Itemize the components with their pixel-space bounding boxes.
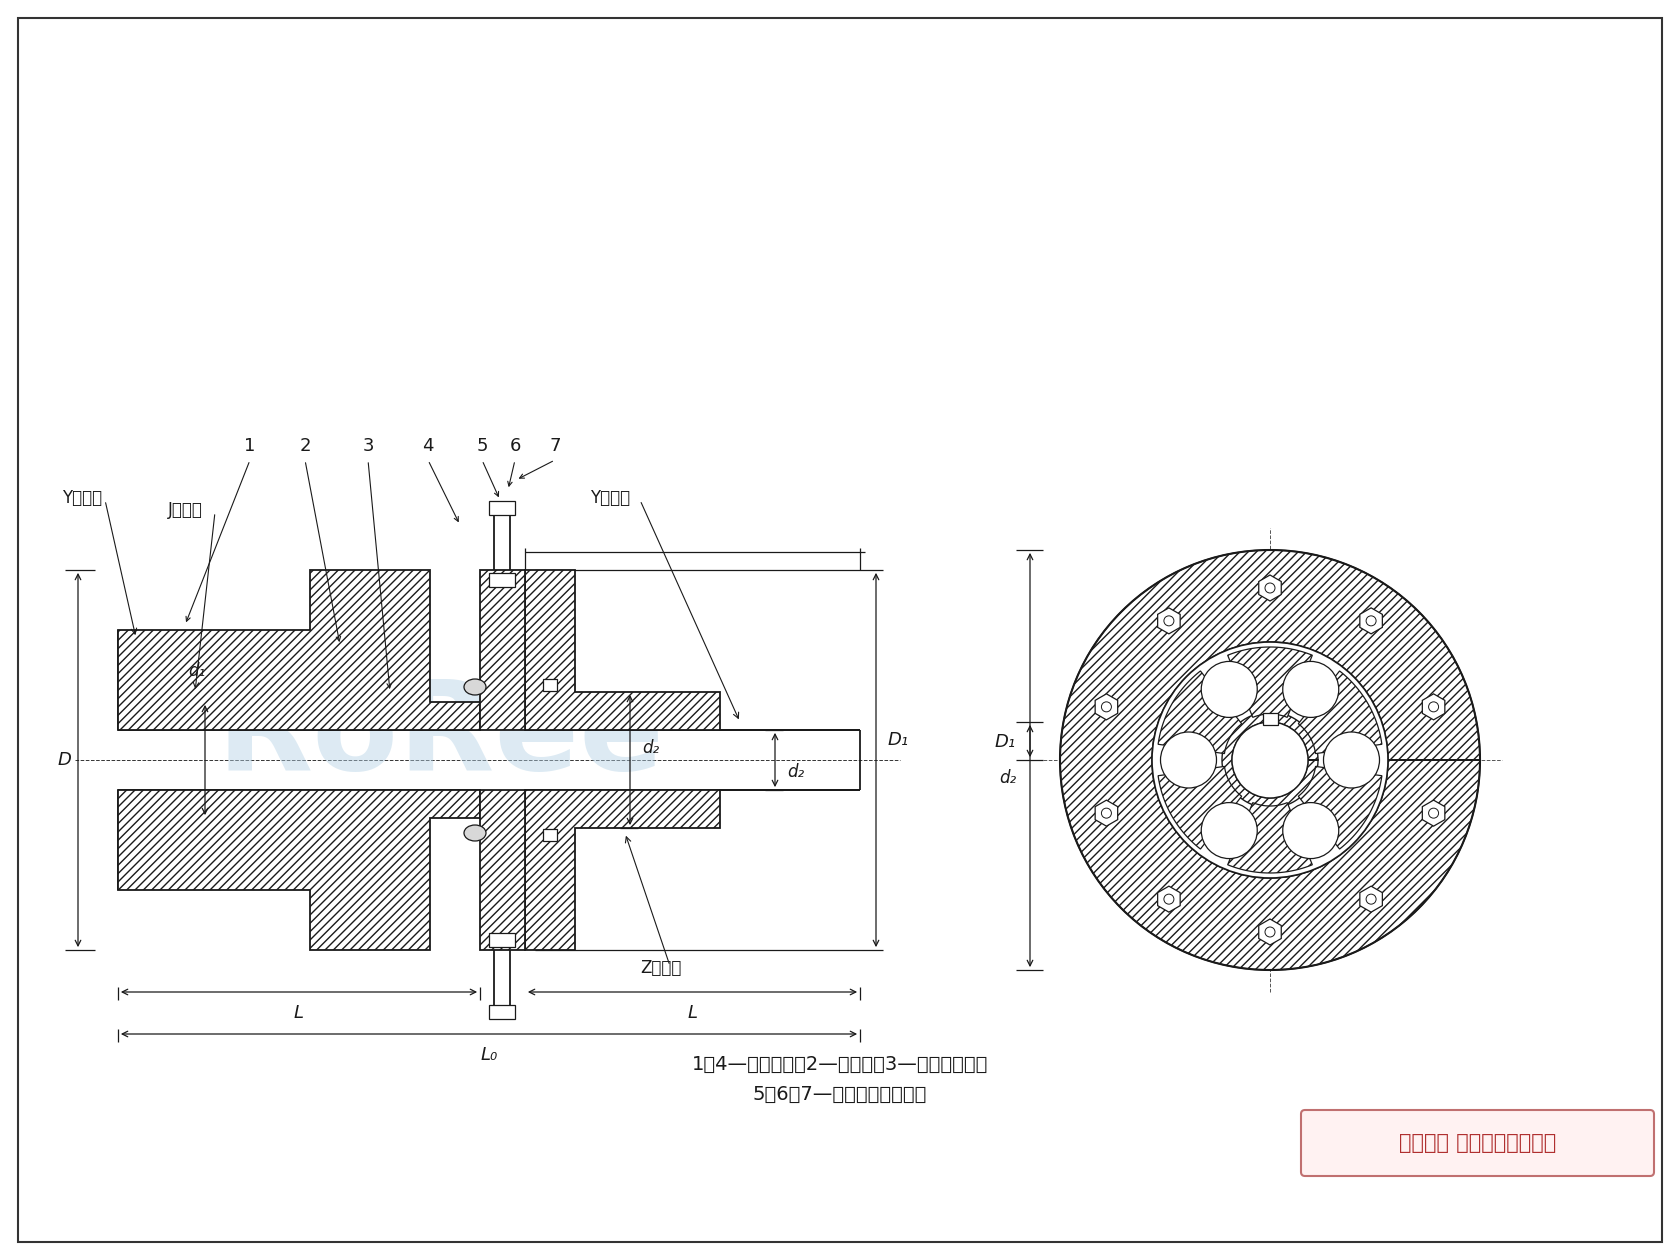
Circle shape	[1152, 643, 1388, 878]
FancyBboxPatch shape	[1300, 1110, 1655, 1176]
Circle shape	[1231, 722, 1309, 798]
Text: D: D	[57, 751, 71, 769]
Circle shape	[1265, 583, 1275, 593]
Circle shape	[1428, 702, 1438, 712]
Polygon shape	[1359, 886, 1383, 912]
Bar	[1263, 713, 1278, 724]
Text: 5: 5	[475, 437, 487, 455]
Circle shape	[1102, 808, 1112, 818]
Polygon shape	[1299, 766, 1383, 849]
Circle shape	[1324, 732, 1379, 788]
Polygon shape	[1359, 607, 1383, 634]
Text: 版权所有 侵权必被严厉追究: 版权所有 侵权必被严厉追究	[1399, 1133, 1556, 1153]
Polygon shape	[1095, 694, 1117, 719]
Polygon shape	[1423, 694, 1445, 719]
Text: 3: 3	[363, 437, 373, 455]
Circle shape	[1201, 803, 1257, 858]
Circle shape	[1161, 732, 1216, 788]
Bar	[489, 932, 516, 948]
Text: L₀: L₀	[480, 1046, 497, 1063]
Text: 5、6、7—螺栓、螺母、垫片: 5、6、7—螺栓、螺母、垫片	[753, 1085, 927, 1104]
Polygon shape	[118, 570, 480, 730]
Polygon shape	[1221, 712, 1319, 808]
Polygon shape	[526, 570, 860, 730]
Polygon shape	[1095, 800, 1117, 827]
Bar	[543, 679, 558, 690]
Text: L: L	[687, 1004, 697, 1022]
Polygon shape	[526, 790, 860, 950]
Polygon shape	[1158, 607, 1179, 634]
Text: Y型轴孔: Y型轴孔	[62, 489, 102, 507]
Text: d₂: d₂	[1000, 769, 1016, 788]
Polygon shape	[1258, 919, 1282, 945]
Polygon shape	[480, 790, 526, 950]
Circle shape	[1201, 662, 1257, 717]
Polygon shape	[1258, 575, 1282, 601]
Text: Z型轴孔: Z型轴孔	[640, 959, 682, 976]
Circle shape	[1284, 803, 1339, 858]
Polygon shape	[118, 790, 480, 950]
Polygon shape	[1299, 672, 1383, 753]
Polygon shape	[1158, 766, 1242, 849]
Text: d₁: d₁	[188, 662, 205, 680]
Text: J型轴孔: J型轴孔	[168, 501, 203, 519]
Bar	[489, 1005, 516, 1019]
Text: Y型轴孔: Y型轴孔	[590, 489, 630, 507]
Text: RoRee: RoRee	[217, 674, 664, 795]
Circle shape	[1366, 895, 1376, 905]
Bar	[543, 829, 558, 840]
Text: 4: 4	[422, 437, 433, 455]
Polygon shape	[1228, 803, 1312, 873]
Text: 7: 7	[549, 437, 561, 455]
Text: d₂: d₂	[642, 740, 659, 757]
Bar	[489, 573, 516, 587]
Circle shape	[1164, 895, 1174, 905]
Polygon shape	[1060, 551, 1480, 970]
Ellipse shape	[464, 679, 486, 696]
Text: 6: 6	[509, 437, 521, 455]
Circle shape	[1102, 702, 1112, 712]
Text: L: L	[294, 1004, 304, 1022]
Text: D₁: D₁	[995, 733, 1016, 751]
Text: 1、4—半联轴器；2—弹性件；3—法兰连接件；: 1、4—半联轴器；2—弹性件；3—法兰连接件；	[692, 1055, 988, 1074]
Text: D₁: D₁	[889, 731, 909, 748]
Text: d₂: d₂	[786, 764, 805, 781]
Circle shape	[1284, 662, 1339, 717]
Ellipse shape	[464, 825, 486, 840]
Polygon shape	[1228, 646, 1312, 717]
Polygon shape	[1158, 672, 1242, 753]
Circle shape	[1265, 927, 1275, 937]
Text: 2: 2	[299, 437, 311, 455]
Polygon shape	[1158, 886, 1179, 912]
Polygon shape	[480, 570, 526, 730]
Polygon shape	[1423, 800, 1445, 827]
Circle shape	[1164, 616, 1174, 626]
Circle shape	[1428, 808, 1438, 818]
Bar	[489, 501, 516, 515]
Circle shape	[1366, 616, 1376, 626]
Text: 1: 1	[244, 437, 255, 455]
